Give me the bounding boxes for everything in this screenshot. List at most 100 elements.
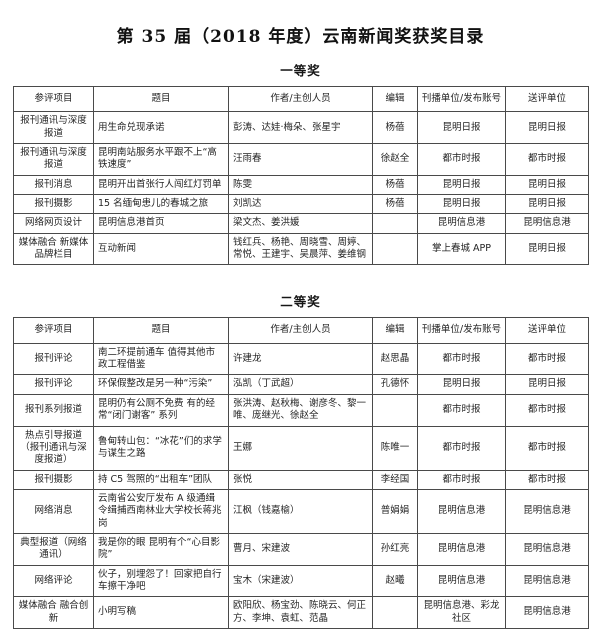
table-cell: 昆明开出首张行人闯红灯罚单 — [93, 174, 229, 196]
table-cell — [372, 393, 418, 427]
table-cell: 报刊评论 — [13, 342, 94, 376]
table-cell: 网络评论 — [13, 564, 94, 598]
table-cell: 徐赵全 — [372, 143, 418, 176]
awards-table-second-prize: 参评项目 题目 作者/主创人员 编辑 刊播单位/发布账号 送评单位 报刊评论 南二环提前通车 … — [13, 317, 589, 629]
table-cell: 昆明仍有公厕不免费 有的经常“闭门谢客” 系列 — [93, 393, 229, 427]
table-row: 网络评论 伙子，别埋怨了！回家把自行车擦干净吧 宝木（宋建波） 赵曦 昆明信息港 昆明信息… — [13, 564, 589, 598]
table-cell: 环保假整改是另一种“污染” — [93, 374, 229, 395]
table-cell: 昆明信息港 — [417, 564, 506, 598]
table-cell: 昆明信息港 — [417, 488, 506, 534]
table-cell: 彭涛、达娃·梅朵、张星宇 — [228, 111, 373, 145]
table-cell: 昆明信息港 — [505, 564, 589, 598]
table-cell: 杨蓓 — [372, 111, 418, 145]
table-header-cell: 作者/主创人员 — [228, 85, 373, 113]
table-row: 报刊消息 昆明开出首张行人闯红灯罚单 陈雯 杨蓓 昆明日报 昆明日报 — [13, 174, 589, 196]
table-cell: 泓凯（丁武超） — [228, 374, 373, 395]
table-row: 报刊通讯与深度报道 用生命兑现承诺 彭涛、达娃·梅朵、张星宇 杨蓓 昆明日报 昆明日报 — [13, 111, 589, 145]
table-cell: 普娟娟 — [372, 488, 418, 534]
table-cell: 梁文杰、姜洪媛 — [228, 213, 373, 234]
table-cell: 报刊通讯与深度报道 — [13, 143, 94, 176]
table-cell: 昆明日报 — [505, 194, 589, 215]
table-cell: 昆明信息港 — [505, 488, 589, 534]
table-cell: 江枫（钱嘉榆） — [228, 488, 373, 534]
table-cell: 都市时报 — [505, 469, 589, 490]
table-cell: 陈唯一 — [372, 425, 418, 471]
awards-table-first-prize: 参评项目 题目 作者/主创人员 编辑 刊播单位/发布账号 送评单位 报刊通讯与深度报道 用生命… — [13, 85, 589, 266]
table-row: 报刊通讯与深度报道 昆明南站服务水平跟不上“高铁速度” 汪雨春 徐赵全 都市时报 都市时报 — [13, 143, 589, 176]
table-cell: 张洪涛、赵秋梅、谢彦冬、黎一唯、庞继光、徐赵全 — [228, 393, 373, 427]
table-row: 网络网页设计 昆明信息港首页 梁文杰、姜洪媛 昆明信息港 昆明信息港 — [13, 213, 589, 234]
table-cell: 王娜 — [228, 425, 373, 471]
table-row: 媒体融合 融合创新 小明写稿 欧阳欣、杨宝劲、陈晓云、何正方、李坤、袁虹、范晶 昆明信… — [13, 596, 589, 629]
table-header-cell: 题目 — [93, 317, 229, 344]
table-cell: 杨蓓 — [372, 174, 418, 196]
table-cell: 网络消息 — [13, 488, 94, 534]
table-cell: 掌上春城 APP — [417, 232, 506, 266]
table-cell: 云南省公安厅发布 A 级通缉令缉捕西南林业大学校长蒋兆岗 — [93, 488, 229, 534]
table-cell: 杨蓓 — [372, 194, 418, 215]
table-cell: 都市时报 — [417, 469, 506, 490]
table-cell: 昆明信息港 — [417, 213, 506, 234]
table-cell: 李经国 — [372, 469, 418, 490]
table-row: 报刊摄影持 C5 驾照的“出租车”团队 张悦 李经国 都市时报 都市时报 — [13, 469, 589, 490]
table-cell: 昆明日报 — [505, 111, 589, 145]
table-header-cell: 刊播单位/发布账号 — [417, 317, 506, 344]
table-row: 报刊评论 南二环提前通车 值得其他市政工程借鉴 许建龙 赵思晶 都市时报 都市时报 — [13, 342, 589, 376]
table-cell: 昆明信息港 — [505, 213, 589, 234]
table-cell: 孔德怀 — [372, 374, 418, 395]
table-cell: 刘凯达 — [228, 194, 373, 215]
table-cell: 报刊摄影 — [13, 469, 94, 490]
table-cell: 昆明日报 — [505, 232, 589, 266]
table-cell: 欧阳欣、杨宝劲、陈晓云、何正方、李坤、袁虹、范晶 — [228, 596, 373, 629]
page-title: 第 35 届（2018 年度）云南新闻奖获奖目录 — [116, 27, 485, 47]
table-cell: 报刊通讯与深度报道 — [13, 111, 94, 145]
table-row: 热点引导报道（报刊通讯与深度报道） 鲁甸转山包：“冰花”们的求学与谋生之路 王娜 陈唯… — [13, 425, 589, 471]
table-cell: 都市时报 — [505, 393, 589, 427]
table-cell: 鲁甸转山包：“冰花”们的求学与谋生之路 — [93, 425, 229, 471]
table-cell: 赵曦 — [372, 564, 418, 598]
table-cell: 昆明信息港首页 — [93, 213, 229, 234]
table-cell: 昆明日报 — [417, 111, 506, 145]
table-cell: 报刊摄影 — [13, 194, 94, 215]
table-cell — [372, 596, 418, 629]
table-cell: 昆明信息港 — [505, 532, 589, 566]
section-heading-second-prize: 二等奖 — [280, 294, 321, 310]
table-cell: 小明写稿 — [93, 596, 229, 629]
table-cell: 都市时报 — [505, 425, 589, 471]
table-cell: 我是你的眼 昆明有个“心目影院” — [93, 532, 229, 566]
table-cell: 都市时报 — [505, 143, 589, 176]
table-header-cell: 作者/主创人员 — [228, 317, 373, 344]
table-header-row: 参评项目 题目 作者/主创人员 编辑 刊播单位/发布账号 送评单位 — [13, 317, 589, 344]
table-cell: 热点引导报道（报刊通讯与深度报道） — [13, 425, 94, 471]
table-header-cell: 编辑 — [372, 85, 418, 113]
table-cell: 都市时报 — [417, 342, 506, 376]
table-cell: 汪雨春 — [228, 143, 373, 176]
table-cell: 昆明南站服务水平跟不上“高铁速度” — [93, 143, 229, 176]
table-cell: 媒体融合 新媒体品牌栏目 — [13, 232, 94, 266]
table-header-cell: 参评项目 — [13, 317, 94, 344]
table-cell: 昆明信息港 — [505, 596, 589, 629]
table-row: 报刊系列报道 昆明仍有公厕不免费 有的经常“闭门谢客” 系列 张洪涛、赵秋梅、谢彦冬… — [13, 393, 589, 427]
table-cell: 都市时报 — [505, 342, 589, 376]
table-cell: 昆明日报 — [505, 174, 589, 196]
table-cell: 都市时报 — [417, 393, 506, 427]
table-row: 报刊摄影 15 名缅甸患儿的春城之旅 刘凯达 杨蓓 昆明日报 昆明日报 — [13, 194, 589, 215]
table-header-cell: 刊播单位/发布账号 — [417, 85, 506, 113]
table-cell: 宝木（宋建波） — [228, 564, 373, 598]
table-row: 网络消息 云南省公安厅发布 A 级通缉令缉捕西南林业大学校长蒋兆岗 江枫（钱嘉榆）普… — [13, 488, 589, 534]
table-cell: 互动新闻 — [93, 232, 229, 266]
table-cell: 昆明日报 — [505, 374, 589, 395]
table-header-cell: 题目 — [93, 85, 229, 113]
table-cell: 昆明信息港、彩龙社区 — [417, 596, 506, 629]
table-cell — [372, 232, 418, 266]
table-header-cell: 送评单位 — [505, 317, 589, 344]
table-cell: 媒体融合 融合创新 — [13, 596, 94, 629]
table-header-cell: 编辑 — [372, 317, 418, 344]
table-header-row: 参评项目 题目 作者/主创人员 编辑 刊播单位/发布账号 送评单位 — [13, 85, 589, 113]
table-cell: 报刊评论 — [13, 374, 94, 395]
table-cell: 张悦 — [228, 469, 373, 490]
table-cell: 赵思晶 — [372, 342, 418, 376]
table-header-cell: 参评项目 — [13, 85, 94, 113]
table-cell: 伙子，别埋怨了！回家把自行车擦干净吧 — [93, 564, 229, 598]
table-cell: 持 C5 驾照的“出租车”团队 — [93, 469, 229, 490]
